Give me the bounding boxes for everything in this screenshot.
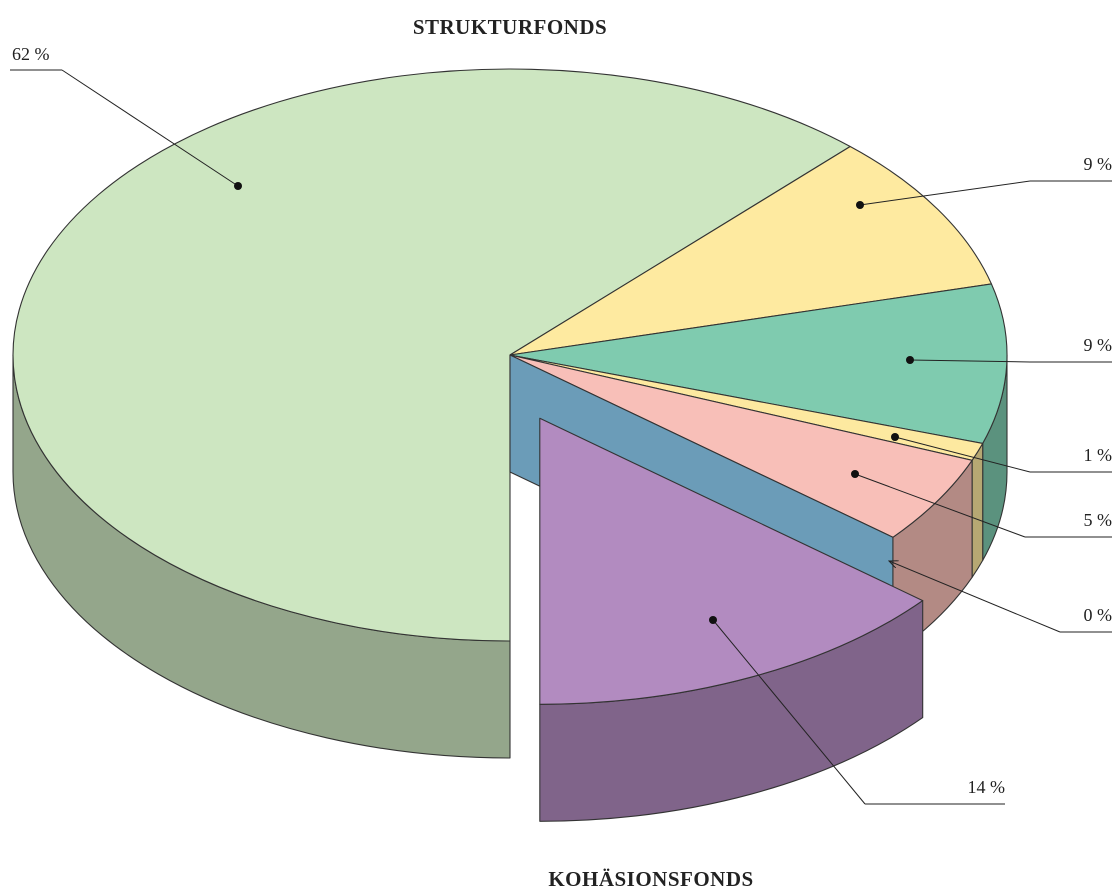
slice	[509, 283, 1008, 444]
annotation: KOHÄSIONSFONDS	[548, 867, 753, 891]
slice	[12, 68, 851, 642]
value-label: 9 %	[1084, 335, 1113, 355]
leader-dot	[851, 470, 859, 478]
leader-dot	[891, 433, 899, 441]
slice	[509, 145, 992, 356]
leader-line	[894, 436, 1031, 473]
value-label: 9 %	[1084, 154, 1113, 174]
chart-title: STRUKTURFONDS	[413, 15, 607, 39]
leader-line	[859, 180, 1031, 206]
leader-line	[909, 359, 1031, 363]
value-label: 5 %	[1084, 510, 1113, 530]
value-label: 0 %	[1084, 605, 1113, 625]
slice	[509, 354, 973, 538]
leader-line	[712, 619, 866, 805]
value-label: 62 %	[12, 44, 50, 64]
leader-dot	[709, 616, 717, 624]
leader-dot	[906, 356, 914, 364]
leader-line	[889, 561, 1061, 633]
leader-line	[854, 473, 1026, 538]
slice	[539, 417, 924, 705]
leader-dot	[234, 182, 242, 190]
value-label: 14 %	[968, 777, 1006, 797]
leader-line	[61, 69, 239, 187]
value-label: 1 %	[1084, 445, 1113, 465]
slice-side	[971, 442, 984, 578]
leader-dot	[856, 201, 864, 209]
